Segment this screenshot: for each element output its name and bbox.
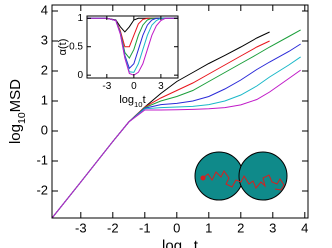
x-tick-label: -3 bbox=[102, 81, 111, 92]
axis-label-part: 10 bbox=[182, 246, 194, 248]
axis-label-part: log bbox=[162, 238, 182, 248]
y-tick-label: 4 bbox=[41, 2, 48, 17]
y-tick-label: 2 bbox=[41, 62, 48, 77]
y-tick-label: 1 bbox=[41, 92, 48, 107]
sphere bbox=[238, 151, 288, 201]
axis-label: α(t) bbox=[57, 39, 69, 56]
series-line bbox=[52, 69, 301, 218]
y-tick-label: 0 bbox=[41, 122, 48, 137]
axis-label-part: t bbox=[143, 94, 146, 106]
axis-label: log10MSD bbox=[7, 79, 28, 144]
y-tick-label: 0 bbox=[77, 70, 83, 81]
axis-label-part: MSD bbox=[7, 79, 24, 113]
x-tick-label: 1 bbox=[205, 220, 212, 235]
x-tick-label: 2 bbox=[237, 220, 244, 235]
x-tick-label: -3 bbox=[75, 220, 87, 235]
x-tick-label: 0 bbox=[173, 220, 180, 235]
x-tick-label: 3 bbox=[158, 81, 164, 92]
illustration bbox=[194, 151, 288, 201]
y-tick-label: 3 bbox=[41, 32, 48, 47]
trajectory-start bbox=[200, 175, 206, 181]
x-tick-label: 0 bbox=[131, 81, 137, 92]
axis-label-part: log bbox=[119, 94, 134, 106]
y-tick-label: 0.5 bbox=[69, 41, 83, 52]
inset: -3 0 3 0 0.5 1 log10t α(t) bbox=[57, 13, 179, 109]
x-tick-label: 4 bbox=[301, 220, 308, 235]
y-tick-label: -1 bbox=[36, 152, 48, 167]
x-tick-label: 3 bbox=[269, 220, 276, 235]
trajectory bbox=[202, 170, 285, 191]
axis-label-part: t bbox=[194, 238, 199, 248]
plot-frame bbox=[51, 4, 309, 219]
y-tick-label: -2 bbox=[36, 182, 48, 197]
x-tick-label: -1 bbox=[139, 220, 151, 235]
axis-label-part: 10 bbox=[134, 100, 143, 109]
axis-label: log10t bbox=[162, 238, 199, 248]
x-tick-label: -2 bbox=[107, 220, 119, 235]
axis-label-part: α(t) bbox=[57, 39, 69, 56]
series-line bbox=[87, 17, 178, 76]
axis-label-part: log bbox=[7, 124, 24, 144]
axis-label-part: 10 bbox=[16, 112, 28, 124]
inset-background bbox=[87, 16, 178, 78]
axis-label: log10t bbox=[119, 94, 145, 109]
y-tick-label: 1 bbox=[77, 13, 83, 24]
